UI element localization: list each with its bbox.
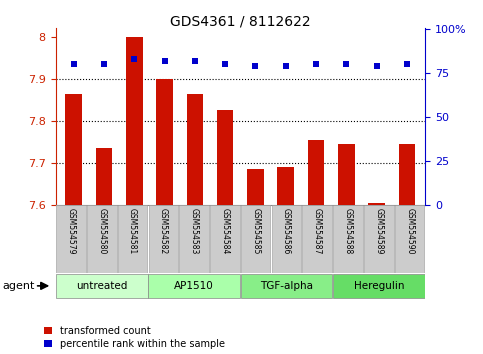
Text: GSM554584: GSM554584	[220, 208, 229, 255]
Point	[282, 63, 290, 69]
Bar	[272, 205, 301, 273]
Bar	[126, 37, 142, 205]
Bar	[210, 205, 240, 273]
Bar	[241, 274, 332, 298]
Bar	[277, 167, 294, 205]
Bar	[241, 205, 270, 273]
Bar	[302, 205, 332, 273]
Point	[403, 62, 411, 67]
Bar	[56, 205, 85, 273]
Bar	[148, 274, 240, 298]
Text: GSM554582: GSM554582	[159, 208, 168, 254]
Bar	[65, 94, 82, 205]
Bar	[156, 79, 173, 205]
Point	[373, 63, 381, 69]
Bar	[364, 205, 394, 273]
Text: Heregulin: Heregulin	[354, 281, 404, 291]
Bar	[395, 205, 425, 273]
Bar	[96, 148, 113, 205]
Bar	[333, 205, 363, 273]
Text: GSM554590: GSM554590	[405, 208, 414, 255]
Point	[130, 56, 138, 62]
Bar	[56, 274, 148, 298]
Text: GSM554583: GSM554583	[190, 208, 199, 255]
Point	[70, 62, 78, 67]
Bar	[186, 94, 203, 205]
Text: GDS4361 / 8112622: GDS4361 / 8112622	[170, 14, 311, 28]
Legend: transformed count, percentile rank within the sample: transformed count, percentile rank withi…	[43, 326, 225, 349]
Bar	[149, 205, 178, 273]
Text: TGF-alpha: TGF-alpha	[260, 281, 313, 291]
Point	[191, 58, 199, 64]
Point	[342, 62, 350, 67]
Text: GSM554586: GSM554586	[282, 208, 291, 255]
Point	[252, 63, 259, 69]
Bar	[368, 203, 385, 205]
Text: GSM554585: GSM554585	[251, 208, 260, 255]
Text: untreated: untreated	[76, 281, 128, 291]
Bar	[118, 205, 147, 273]
Bar	[338, 144, 355, 205]
Bar	[87, 205, 116, 273]
Text: GSM554589: GSM554589	[374, 208, 384, 255]
Bar	[179, 205, 209, 273]
Bar	[398, 144, 415, 205]
Point	[161, 58, 169, 64]
Text: AP1510: AP1510	[174, 281, 214, 291]
Text: agent: agent	[2, 281, 35, 291]
Text: GSM554581: GSM554581	[128, 208, 137, 254]
Bar	[217, 110, 233, 205]
Bar	[308, 140, 325, 205]
Bar	[333, 274, 425, 298]
Text: GSM554579: GSM554579	[67, 208, 75, 255]
Point	[100, 62, 108, 67]
Point	[312, 62, 320, 67]
Point	[221, 62, 229, 67]
Text: GSM554580: GSM554580	[97, 208, 106, 255]
Text: GSM554588: GSM554588	[343, 208, 353, 254]
Bar	[247, 170, 264, 205]
Text: GSM554587: GSM554587	[313, 208, 322, 255]
